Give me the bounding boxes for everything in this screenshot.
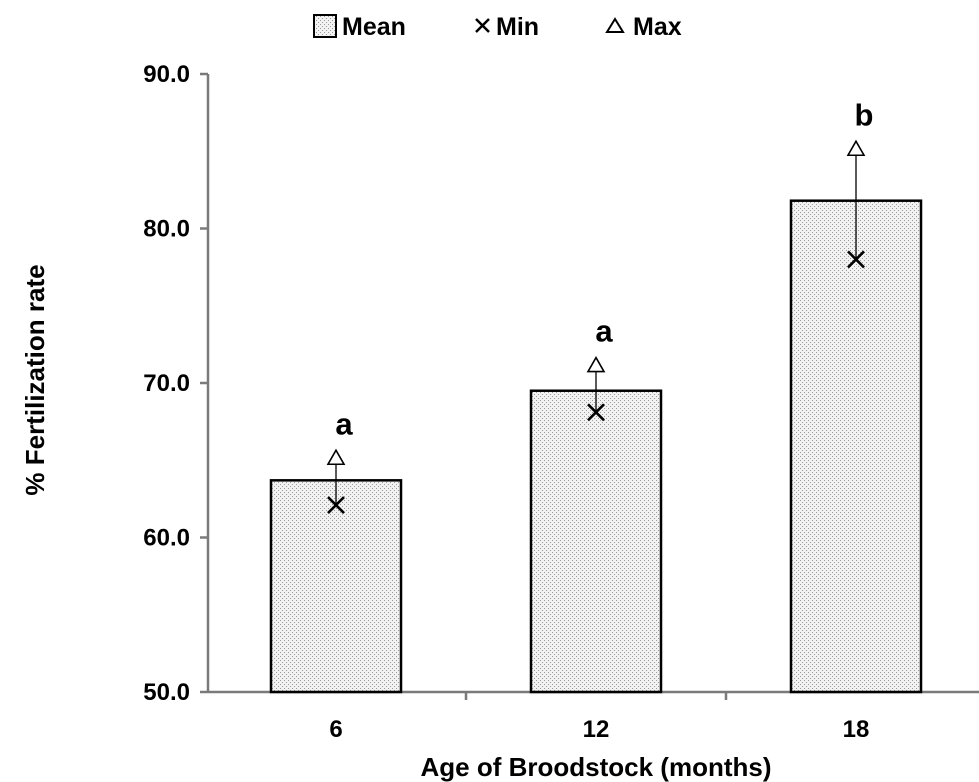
min-marker [327, 496, 345, 514]
legend-item-mean: Mean [313, 13, 406, 41]
significance-letter: b [855, 97, 874, 132]
legend-box-symbol [313, 14, 337, 38]
y-axis-title: % Fertilization rate [20, 264, 50, 495]
legend-triangle-symbol [605, 17, 625, 33]
y-tick-label: 60.0 [143, 525, 190, 552]
y-tick-label: 50.0 [143, 679, 190, 706]
max-marker [326, 448, 346, 466]
legend-label-min: Min [496, 13, 539, 41]
legend-label-mean: Mean [342, 13, 406, 41]
min-max-markers: a a b [326, 97, 874, 514]
min-marker [587, 403, 605, 422]
bar-mean-6 [269, 479, 403, 694]
y-tick-label: 80.0 [143, 216, 190, 243]
bar-mean-18 [789, 199, 923, 694]
max-marker [586, 355, 606, 373]
min-marker [847, 250, 865, 269]
x-tick-label: 12 [583, 716, 610, 743]
max-marker [846, 139, 866, 157]
legend-item-max: Max [605, 13, 682, 41]
x-axis-title: Age of Broodstock (months) [421, 752, 772, 782]
x-axis-ticks: 6 12 18 [329, 692, 869, 743]
legend-label-max: Max [633, 13, 682, 41]
y-axis-ticks: 50.0 60.0 70.0 80.0 90.0 [143, 61, 208, 706]
legend-cross-symbol [475, 18, 490, 33]
significance-letter: a [335, 406, 353, 441]
y-tick-label: 90.0 [143, 61, 190, 88]
x-tick-label: 18 [843, 716, 870, 743]
bar-mean-12 [529, 389, 663, 694]
y-tick-label: 70.0 [143, 370, 190, 397]
bar-series-mean [269, 199, 923, 694]
chart-legend: Mean Min Max [313, 13, 682, 41]
significance-letter: a [595, 314, 613, 349]
legend-item-min: Min [475, 13, 539, 41]
x-tick-label: 6 [329, 716, 342, 743]
